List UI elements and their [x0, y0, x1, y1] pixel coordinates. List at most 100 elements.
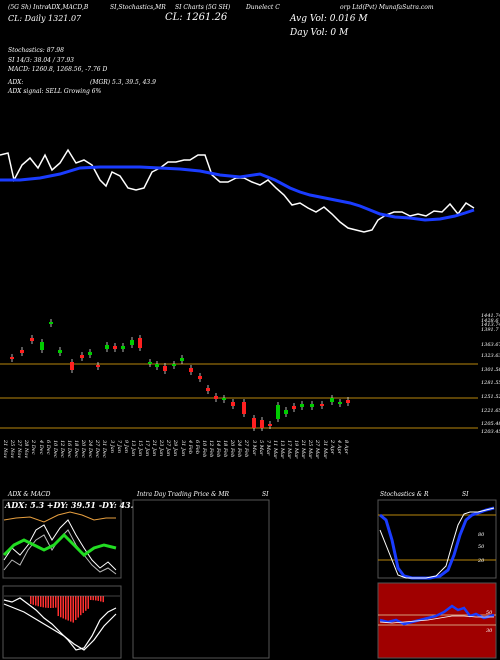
- si-value: SI 14/3: 38.04 / 37.93: [8, 57, 74, 64]
- adx-signal: ADX signal: SELL Growing 6%: [8, 88, 102, 95]
- candle-body: [121, 346, 125, 349]
- price-axis-label: 1221.65: [481, 408, 500, 414]
- rsi-label-30: 30: [486, 628, 493, 634]
- macd-histogram-bar: [100, 596, 102, 602]
- price-line: [0, 148, 475, 233]
- candle-body: [330, 398, 334, 402]
- candle-body: [310, 404, 314, 407]
- adx-green-line: [2, 532, 117, 557]
- header-tag-stochastics: SI,Stochastics,MR: [110, 4, 166, 11]
- candle-body: [88, 352, 92, 355]
- candle-body: [206, 388, 210, 391]
- panel-intraday-si: SI: [262, 491, 269, 498]
- candle-body: [172, 364, 176, 366]
- macd-histogram-bar: [40, 596, 42, 607]
- candle-body: [163, 366, 167, 371]
- price-axis-label: 1301.56: [481, 367, 500, 373]
- macd-histogram-bar: [65, 596, 67, 620]
- adx-orange-line: [3, 511, 116, 523]
- macd-histogram-bar: [30, 596, 32, 604]
- price-axis-label: 1413.74: [481, 322, 500, 328]
- candle-body: [346, 400, 350, 403]
- macd-histogram-bar: [52, 596, 54, 608]
- macd-histogram-bar: [72, 596, 74, 623]
- header-close-price: CL: 1261.26: [165, 12, 228, 23]
- price-axis-label: 1323.63: [481, 353, 500, 359]
- candle-body: [300, 404, 304, 407]
- moving-average-line: [0, 165, 475, 222]
- macd-histogram-bar: [87, 596, 89, 609]
- candle-body: [155, 364, 159, 367]
- candle-body: [80, 355, 84, 358]
- adx-plus-di-line: [3, 519, 117, 571]
- price-axis-label: 1281.55: [481, 380, 500, 386]
- macd-histogram-bar: [57, 596, 59, 617]
- candle-body: [58, 350, 62, 353]
- candle-body: [40, 342, 44, 350]
- price-axis-label: 1428.6: [481, 318, 499, 324]
- candle-body: [70, 362, 74, 370]
- macd-histogram-bar: [75, 596, 77, 621]
- macd-signal-line: [3, 603, 117, 651]
- candle-body: [268, 424, 272, 426]
- panel-stochastics-title: Stochastics & R: [380, 491, 429, 498]
- price-axis-label: 1363.67: [481, 342, 500, 348]
- panel-intraday-title: Intra Day Trading Price & MR: [137, 491, 230, 498]
- panel-adx-macd-title: ADX & MACD: [8, 491, 51, 498]
- price-axis-label: 1203.45: [481, 429, 500, 435]
- price-axis-label: 1391.7: [481, 327, 499, 333]
- candle-body: [231, 402, 235, 406]
- stochastics-value: Stochastics: 87.98: [8, 47, 64, 54]
- candle-body: [214, 396, 218, 399]
- macd-histogram-bar: [97, 596, 99, 601]
- macd-histogram-bar: [92, 596, 94, 601]
- macd-histogram-bar: [70, 596, 72, 622]
- macd-histogram-bar: [47, 596, 49, 608]
- macd-histogram-bar: [80, 596, 82, 616]
- stoch-k-line: [379, 506, 495, 580]
- macd-histogram-bar: [62, 596, 64, 619]
- candle-body: [30, 338, 34, 341]
- macd-histogram-bar: [102, 596, 104, 603]
- candle-body: [242, 402, 246, 414]
- macd-histogram-bar: [32, 596, 34, 605]
- panel-stochastics-si: SI: [462, 491, 469, 498]
- macd-line: [3, 597, 117, 651]
- macd-histogram-bar: [90, 596, 92, 601]
- candle-body: [113, 346, 117, 349]
- adx-label: ADX:: [8, 79, 24, 86]
- candle-body: [189, 368, 193, 372]
- macd-histogram-bar: [35, 596, 37, 606]
- header-symbol: (5G Sh) Intra: [8, 4, 49, 11]
- macd-histogram-bar: [85, 596, 87, 611]
- macd-histogram-bar: [50, 596, 52, 608]
- candle-body: [276, 405, 280, 419]
- candle-body: [180, 358, 184, 361]
- adx-values-text: ADX: 5.3 +DY: 39.51 -DY: 43.93: [4, 500, 145, 510]
- day-volume: Day Vol: 0 M: [290, 28, 349, 38]
- macd-value: MACD: 1260.8, 1268.56, -7.76 D: [8, 66, 108, 73]
- macd-histogram-bar: [42, 596, 44, 608]
- candle-body: [252, 418, 256, 428]
- candle-body: [148, 362, 152, 364]
- macd-histogram-bar: [45, 596, 47, 608]
- candle-body: [260, 420, 264, 428]
- candle-body: [10, 357, 14, 359]
- macd-histogram-bar: [60, 596, 62, 618]
- rsi-label-50: 50: [486, 610, 493, 616]
- candle-body: [130, 340, 134, 345]
- candle-body: [292, 406, 296, 409]
- price-axis-label: 1251.52: [481, 394, 500, 400]
- candle-body: [96, 365, 100, 367]
- macd-histogram-bar: [95, 596, 97, 601]
- candle-body: [20, 350, 24, 353]
- stoch-d-line: [379, 507, 495, 579]
- candle-body: [320, 404, 324, 406]
- stoch-label-80: 80: [478, 532, 485, 538]
- price-axis-label: 1205.48: [481, 421, 500, 427]
- stoch-label-50: 50: [478, 544, 485, 550]
- avg-volume: Avg Vol: 0.016 M: [290, 14, 368, 24]
